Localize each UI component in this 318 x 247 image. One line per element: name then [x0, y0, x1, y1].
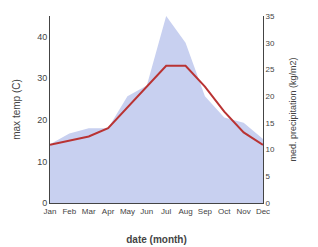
svg-text:date (month): date (month): [126, 234, 187, 245]
svg-text:10: 10: [266, 145, 275, 154]
svg-text:May: May: [120, 207, 135, 216]
svg-text:Sep: Sep: [198, 207, 213, 216]
svg-text:Mar: Mar: [82, 207, 96, 216]
svg-text:10: 10: [37, 157, 47, 167]
svg-text:Jul: Jul: [161, 207, 171, 216]
svg-text:5: 5: [266, 172, 271, 181]
svg-text:25: 25: [266, 65, 275, 74]
svg-text:Dec: Dec: [256, 207, 270, 216]
svg-text:0: 0: [42, 198, 47, 208]
svg-text:0: 0: [266, 199, 271, 208]
svg-text:30: 30: [266, 39, 275, 48]
svg-text:Apr: Apr: [102, 207, 115, 216]
svg-text:Aug: Aug: [178, 207, 192, 216]
svg-text:40: 40: [37, 32, 47, 42]
svg-text:med. precipitation (kg/m2): med. precipitation (kg/m2): [288, 57, 298, 161]
svg-text:Jun: Jun: [140, 207, 153, 216]
svg-text:15: 15: [266, 119, 275, 128]
svg-text:Jan: Jan: [44, 207, 57, 216]
svg-text:Feb: Feb: [62, 207, 76, 216]
svg-text:max temp (C): max temp (C): [11, 79, 22, 140]
svg-text:20: 20: [37, 115, 47, 125]
svg-text:30: 30: [37, 73, 47, 83]
svg-text:Oct: Oct: [218, 207, 231, 216]
svg-text:Nov: Nov: [237, 207, 251, 216]
svg-text:20: 20: [266, 92, 275, 101]
svg-text:35: 35: [266, 12, 275, 21]
